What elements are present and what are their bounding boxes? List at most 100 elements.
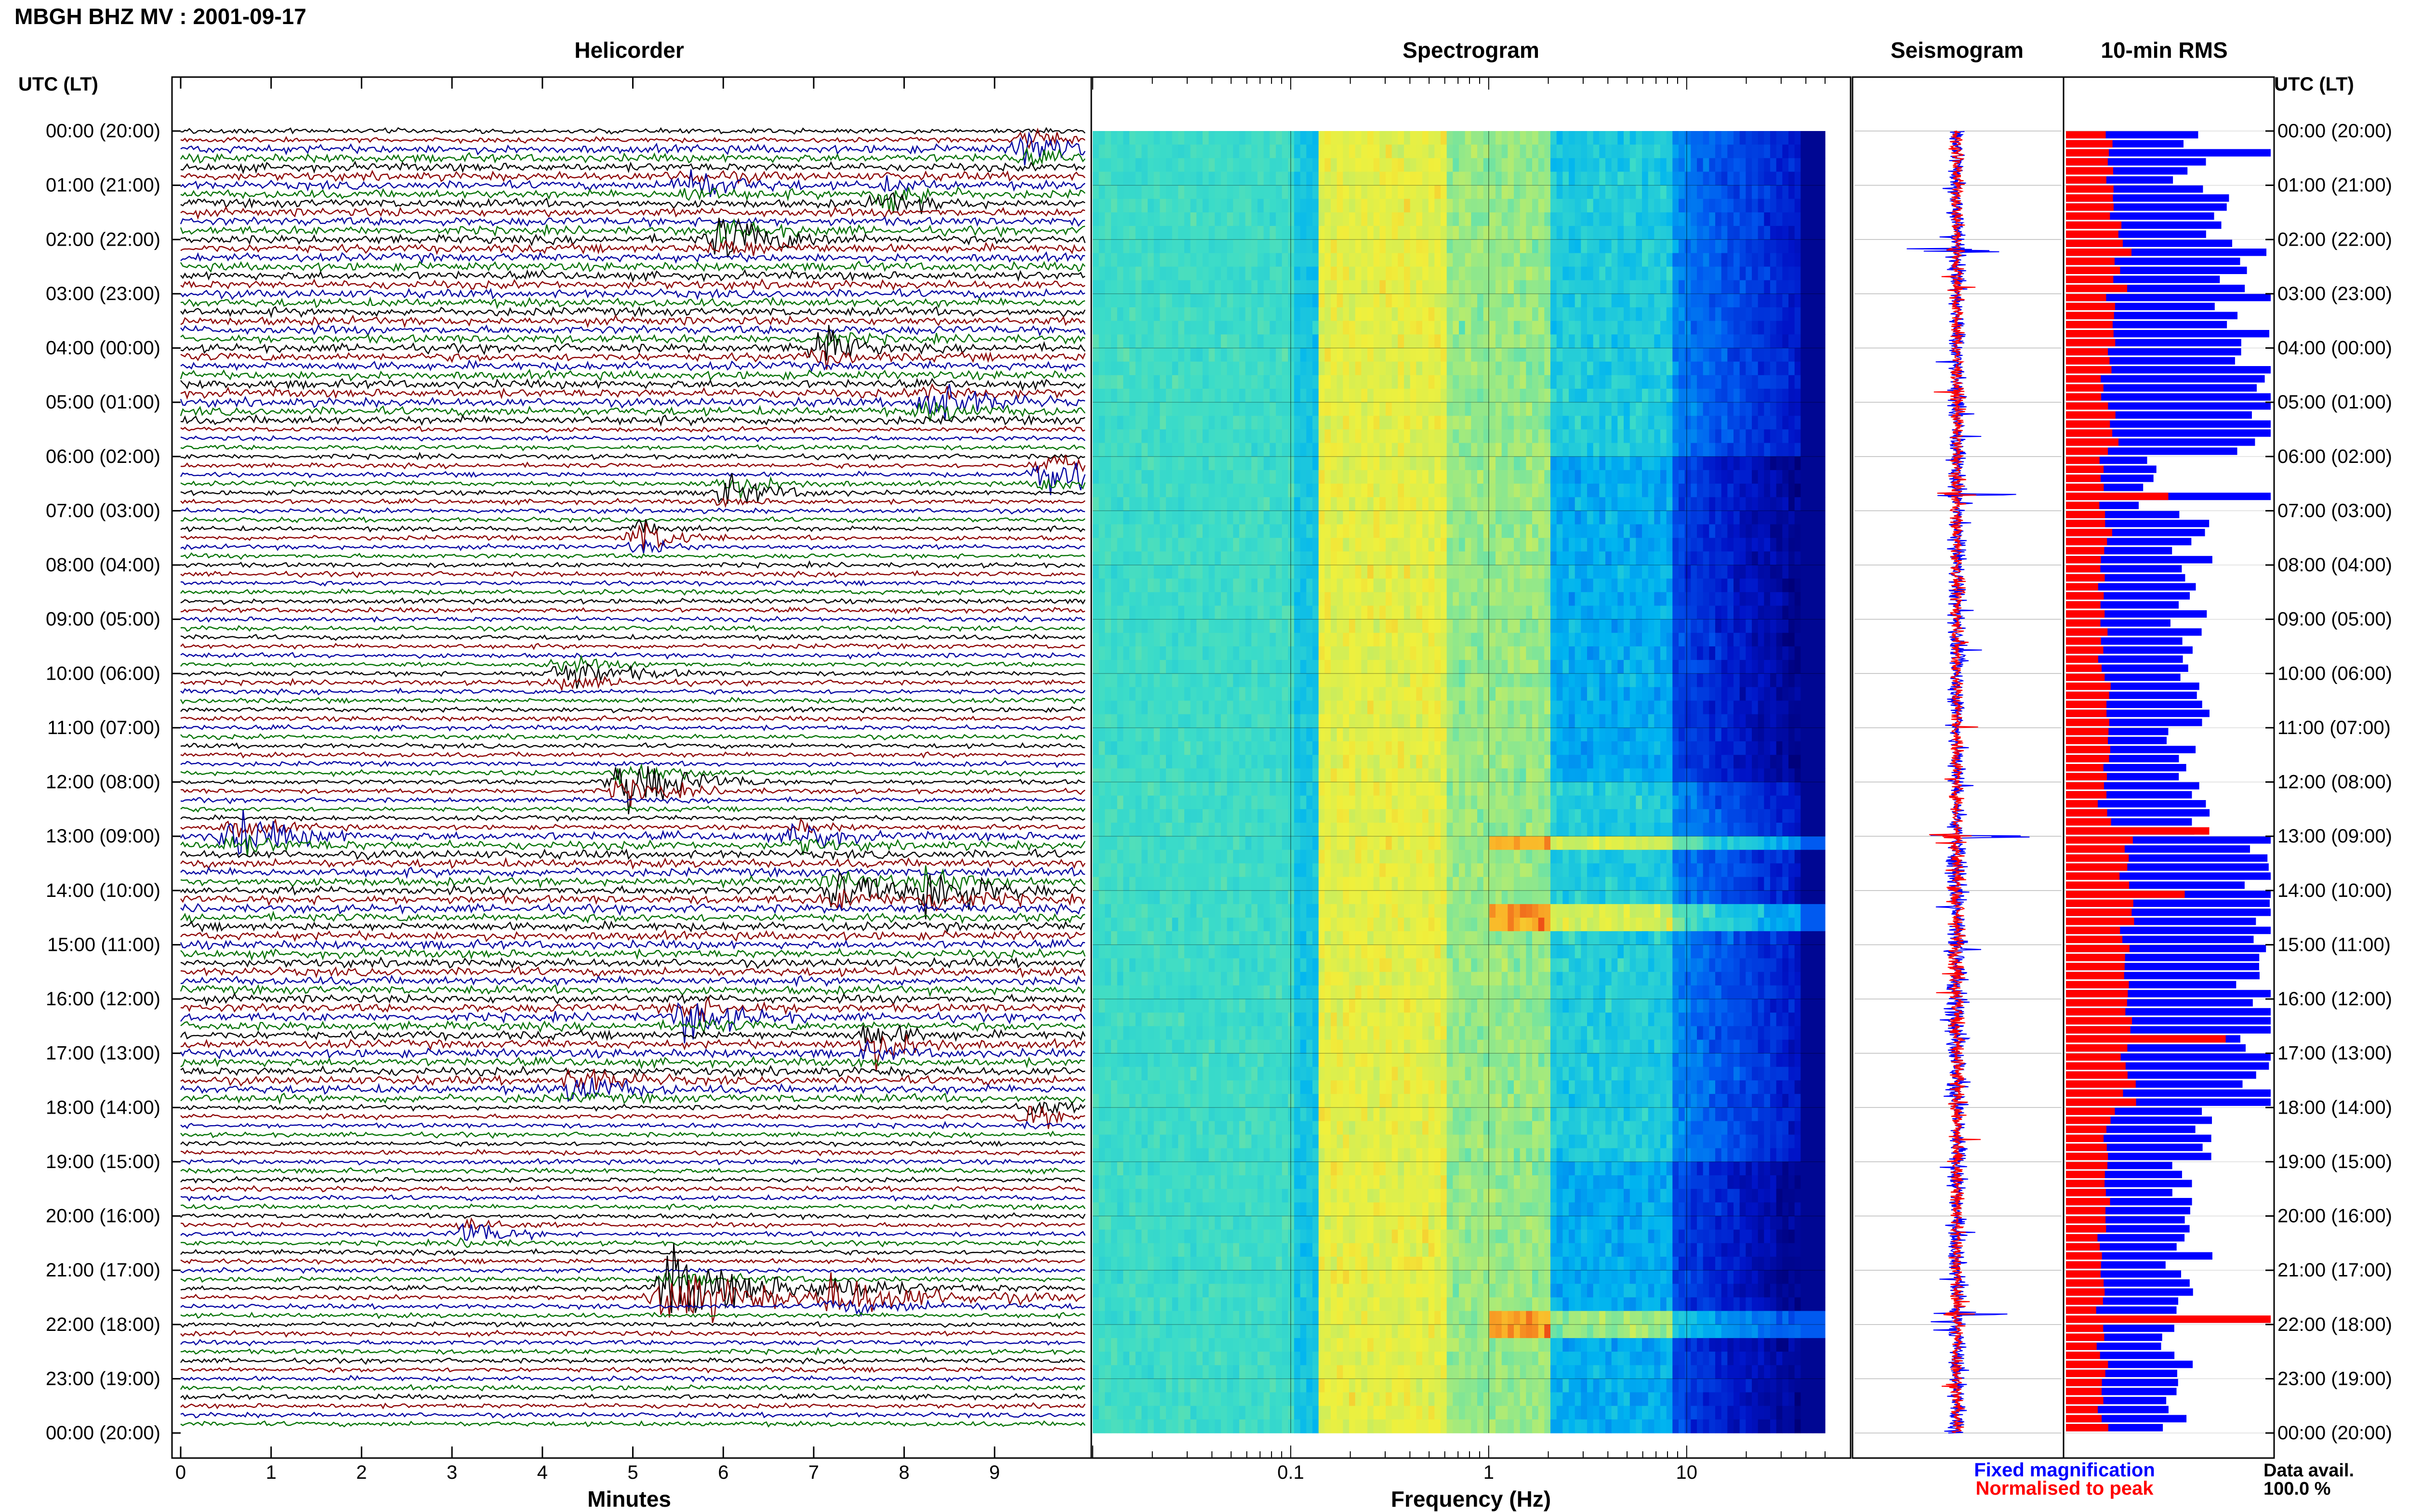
spectrogram-cell	[1636, 293, 1642, 308]
spectrogram-cell	[1093, 321, 1099, 335]
spectrogram-cell	[1721, 293, 1728, 308]
spectrogram-cell	[1367, 198, 1374, 213]
spectrogram-cell	[1379, 212, 1386, 226]
spectrogram-cell	[1703, 646, 1709, 660]
spectrogram-cell	[1361, 226, 1368, 240]
spectrogram-cell	[1642, 660, 1649, 674]
spectrogram-cell	[1508, 443, 1514, 457]
spectrogram-cell	[1294, 429, 1301, 444]
spectrogram-cell	[1562, 632, 1569, 647]
spectrogram-cell	[1813, 497, 1819, 511]
spectrogram-cell	[1135, 239, 1142, 254]
spectrogram-cell	[1282, 402, 1288, 416]
spectrogram-cell	[1391, 334, 1398, 349]
spectrogram-cell	[1148, 673, 1154, 688]
spectrogram-cell	[1819, 280, 1826, 294]
spectrogram-cell	[1099, 484, 1105, 498]
spectrogram-cell	[1379, 592, 1386, 606]
spectrogram-cell	[1788, 321, 1795, 335]
spectrogram-cell	[1190, 538, 1197, 552]
spectrogram-cell	[1739, 402, 1746, 416]
spectrogram-cell	[1123, 538, 1130, 552]
spectrogram-cell	[1434, 131, 1441, 145]
spectrogram-cell	[1184, 579, 1191, 592]
spectrogram-cell	[1331, 470, 1337, 484]
spectrogram-cell	[1294, 402, 1301, 416]
spectrogram-cell	[1312, 131, 1319, 145]
spectrogram-cell	[1245, 307, 1252, 321]
spectrogram-cell	[1496, 646, 1502, 660]
spectrogram-cell	[1617, 158, 1624, 172]
spectrogram-cell	[1764, 226, 1771, 240]
spectrogram-cell	[1172, 131, 1178, 145]
spectrogram-cell	[1605, 416, 1612, 430]
spectrogram-cell	[1221, 321, 1228, 335]
spectrogram-cell	[1117, 456, 1124, 471]
spectrogram-cell	[1270, 646, 1276, 660]
spectrogram-cell	[1556, 605, 1563, 620]
spectrogram-cell	[1148, 266, 1154, 281]
spectrogram-cell	[1471, 131, 1478, 145]
spectrogram-cell	[1245, 632, 1252, 647]
spectrogram-cell	[1697, 239, 1704, 254]
spectrogram-cell	[1093, 511, 1099, 525]
spectrogram-cell	[1215, 470, 1221, 484]
spectrogram-cell	[1471, 538, 1478, 552]
helicorder-trace	[180, 251, 1085, 264]
spectrogram-cell	[1538, 565, 1545, 579]
spectrogram-cell	[1526, 660, 1533, 674]
spectrogram-cell	[1629, 212, 1636, 226]
spectrogram-cell	[1166, 660, 1173, 674]
spectrogram-cell	[1361, 538, 1368, 552]
spectrogram-cell	[1654, 538, 1661, 552]
spectrogram-cell	[1721, 266, 1728, 281]
spectrogram-cell	[1703, 660, 1709, 674]
spectrogram-cell	[1593, 171, 1600, 186]
spectrogram-cell	[1538, 402, 1545, 416]
spectrogram-cell	[1813, 185, 1819, 199]
spectrogram-cell	[1587, 334, 1594, 349]
spectrogram-cell	[1624, 632, 1630, 647]
spectrogram-cell	[1129, 402, 1136, 416]
spectrogram-cell	[1489, 484, 1496, 498]
spectrogram-cell	[1391, 361, 1398, 376]
spectrogram-cell	[1282, 605, 1288, 620]
spectrogram-cell	[1672, 171, 1679, 186]
spectrogram-cell	[1496, 348, 1502, 362]
spectrogram-cell	[1648, 266, 1655, 281]
spectrogram-cell	[1629, 470, 1636, 484]
spectrogram-cell	[1544, 185, 1551, 199]
spectrogram-cell	[1318, 416, 1325, 430]
spectrogram-cell	[1660, 592, 1667, 606]
spectrogram-cell	[1111, 497, 1118, 511]
spectrogram-cell	[1343, 389, 1350, 403]
spectrogram-cell	[1306, 253, 1313, 267]
spectrogram-cell	[1654, 375, 1661, 389]
spectrogram-cell	[1123, 226, 1130, 240]
spectrogram-cell	[1257, 145, 1264, 158]
spectrogram-cell	[1172, 456, 1178, 471]
spectrogram-cell	[1520, 307, 1526, 321]
spectrogram-cell	[1172, 307, 1178, 321]
spectrogram-cell	[1349, 185, 1356, 199]
spectrogram-cell	[1489, 293, 1496, 308]
spectrogram-cell	[1410, 145, 1416, 158]
spectrogram-cell	[1734, 212, 1740, 226]
spectrogram-cell	[1153, 361, 1160, 376]
spectrogram-cell	[1196, 293, 1203, 308]
spectrogram-cell	[1672, 280, 1679, 294]
spectrogram-cell	[1465, 565, 1471, 579]
spectrogram-cell	[1257, 524, 1264, 539]
spectrogram-cell	[1257, 212, 1264, 226]
spectrogram-cell	[1196, 171, 1203, 186]
spectrogram-cell	[1331, 375, 1337, 389]
spectrogram-cell	[1562, 646, 1569, 660]
spectrogram-cell	[1391, 619, 1398, 633]
spectrogram-cell	[1318, 646, 1325, 660]
spectrogram-cell	[1111, 538, 1118, 552]
spectrogram-cell	[1679, 131, 1685, 145]
spectrogram-cell	[1569, 619, 1575, 633]
spectrogram-cell	[1660, 402, 1667, 416]
spectrogram-cell	[1343, 402, 1350, 416]
spectrogram-cell	[1526, 198, 1533, 213]
